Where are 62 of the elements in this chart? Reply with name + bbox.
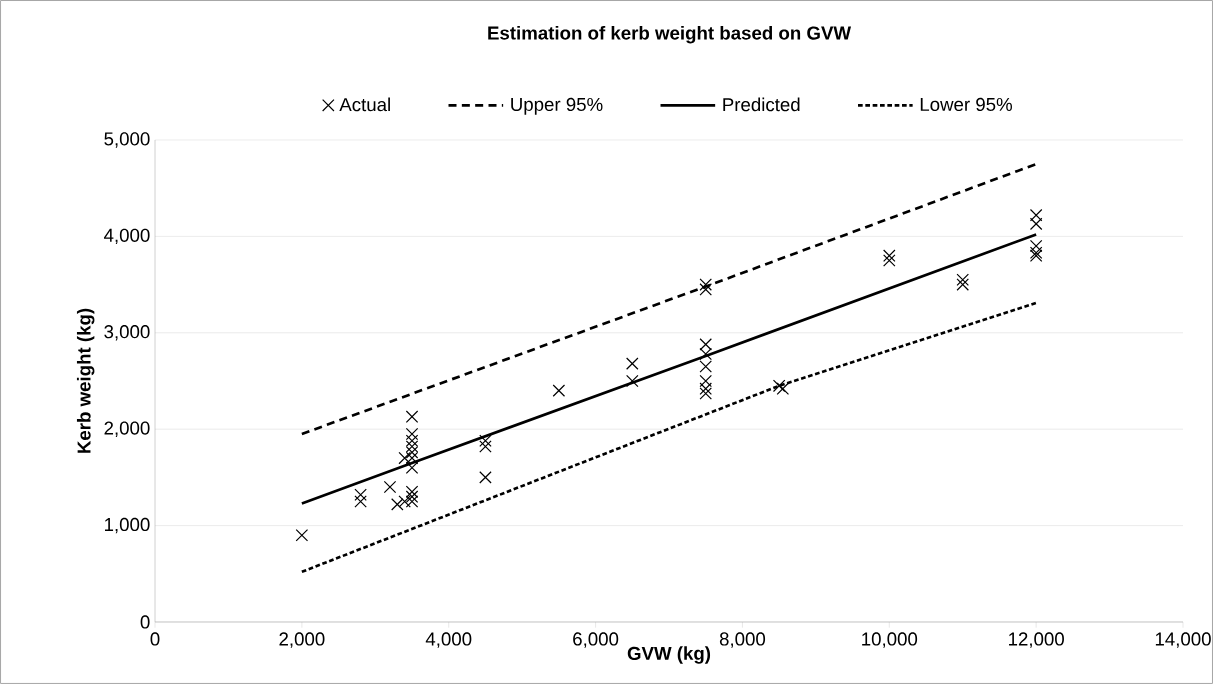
x-tick-label: 8,000	[719, 632, 766, 648]
point	[772, 379, 786, 393]
x-tick-label: 12,000	[1009, 632, 1064, 648]
point	[626, 374, 639, 388]
line-series	[300, 233, 1038, 505]
point	[405, 451, 419, 465]
point	[883, 249, 896, 262]
y-tick-label: 1,000	[105, 517, 150, 534]
y-tick-label: 5,000	[104, 132, 150, 148]
legend-label: Predicted	[723, 97, 800, 112]
point	[699, 382, 712, 395]
chart-title: Estimation of kerb weight based on GVW	[488, 25, 852, 44]
point	[405, 490, 419, 503]
x-axis-title: GVW (kg)	[627, 646, 711, 664]
x-tick-label: 10,000	[862, 632, 918, 648]
point	[699, 387, 712, 400]
point	[883, 254, 896, 267]
point	[405, 434, 419, 448]
point	[398, 451, 411, 465]
y-axis-title: Kerb weight (kg)	[76, 308, 95, 453]
point	[1029, 208, 1043, 222]
point	[405, 485, 419, 499]
point	[295, 528, 309, 542]
legend-label: Lower 95%	[920, 97, 1012, 112]
point	[956, 273, 969, 287]
legend-label: Actual	[339, 97, 390, 112]
point	[776, 382, 790, 395]
point	[398, 495, 411, 508]
point	[699, 360, 712, 373]
x-tick-label: 0	[150, 632, 160, 646]
x-tick-label: 14,000	[1155, 632, 1211, 648]
point	[699, 347, 712, 361]
point	[405, 446, 419, 459]
point	[383, 480, 397, 494]
y-tick-label: 0	[140, 615, 150, 629]
point	[699, 278, 712, 291]
y-tick-label: 2,000	[104, 421, 150, 437]
x-tick-label: 6,000	[573, 632, 619, 648]
point	[626, 357, 639, 370]
point	[405, 440, 419, 453]
point	[405, 495, 419, 508]
point	[391, 498, 404, 511]
y-tick-label: 4,000	[104, 228, 150, 245]
point	[1029, 239, 1043, 253]
y-tick-label: 3,000	[104, 325, 150, 341]
point	[699, 338, 712, 351]
point	[479, 434, 492, 448]
point	[405, 410, 419, 423]
point	[354, 488, 367, 501]
point	[405, 427, 419, 441]
point	[479, 471, 492, 484]
x-tick-label: 2,000	[279, 632, 325, 648]
legend-label: Upper 95%	[511, 97, 603, 115]
point	[699, 374, 712, 388]
point	[405, 461, 419, 475]
point	[479, 440, 492, 453]
x-tick-label: 4,000	[425, 632, 472, 648]
point	[699, 283, 712, 296]
point	[354, 495, 367, 508]
point	[956, 278, 969, 291]
point	[1029, 217, 1043, 231]
point	[552, 384, 566, 397]
